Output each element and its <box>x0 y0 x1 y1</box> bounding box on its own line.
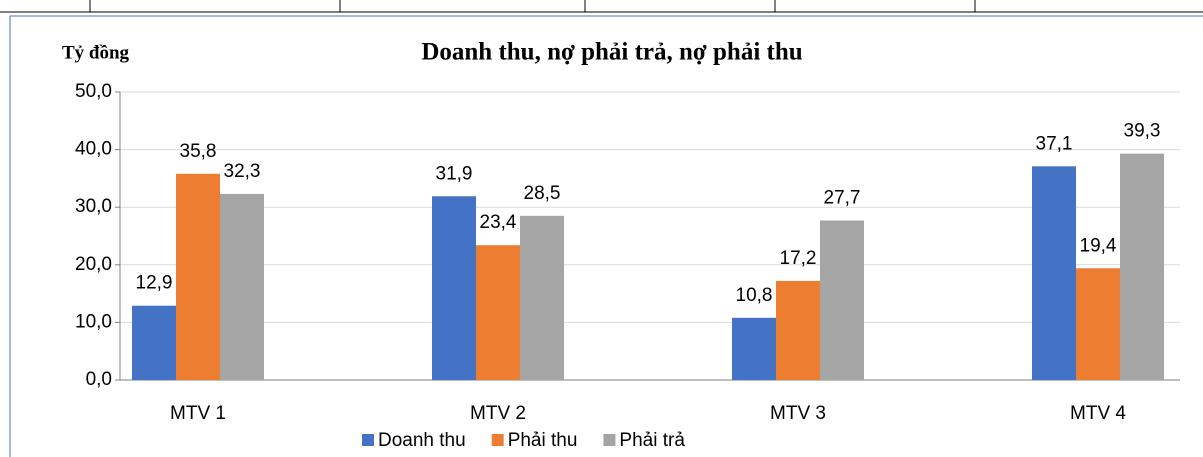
data-label: 32,3 <box>224 161 261 182</box>
bar <box>732 317 776 380</box>
table-border <box>0 0 1203 13</box>
legend-swatch <box>603 434 616 446</box>
data-label: 31,9 <box>436 163 473 184</box>
data-label: 27,7 <box>824 187 861 208</box>
x-tick-label: MTV 4 <box>1070 403 1126 424</box>
bar <box>220 193 264 380</box>
x-tick-label: MTV 1 <box>170 403 226 424</box>
bar <box>1032 166 1076 380</box>
legend-label: Phải trả <box>619 430 685 451</box>
chart-border <box>9 15 1203 457</box>
bar <box>132 305 176 380</box>
data-label: 23,4 <box>480 212 517 233</box>
bar <box>776 280 820 380</box>
y-tick-label: 20,0 <box>75 254 112 275</box>
y-tick-label: 40,0 <box>75 139 112 160</box>
data-label: 28,5 <box>524 183 561 204</box>
bar <box>432 196 476 380</box>
bar <box>176 173 220 380</box>
bar <box>1120 153 1164 380</box>
y-tick-label: 0,0 <box>86 369 112 390</box>
data-label: 19,4 <box>1080 235 1117 256</box>
y-tick-label: 30,0 <box>75 196 112 217</box>
data-label: 39,3 <box>1124 121 1161 142</box>
bar <box>1076 268 1120 380</box>
data-label: 12,9 <box>136 273 173 294</box>
legend-swatch <box>491 434 504 446</box>
data-label: 35,8 <box>180 141 217 162</box>
legend-label: Phải thu <box>508 430 578 451</box>
y-tick-label: 50,0 <box>75 81 112 102</box>
x-tick-label: MTV 3 <box>770 403 826 424</box>
bar <box>820 220 864 380</box>
chart-title: Doanh thu, nợ phải trả, nợ phải thu <box>421 39 802 66</box>
data-label: 37,1 <box>1036 133 1073 154</box>
data-label: 10,8 <box>736 285 773 306</box>
y-tick-label: 10,0 <box>75 311 112 332</box>
legend-label: Doanh thu <box>378 430 466 451</box>
y-axis-label: Tỷ đồng <box>62 42 130 63</box>
bar <box>520 215 564 380</box>
data-label: 17,2 <box>780 248 817 269</box>
bar <box>476 245 520 380</box>
x-tick-label: MTV 2 <box>470 403 526 424</box>
legend-swatch <box>362 434 374 446</box>
